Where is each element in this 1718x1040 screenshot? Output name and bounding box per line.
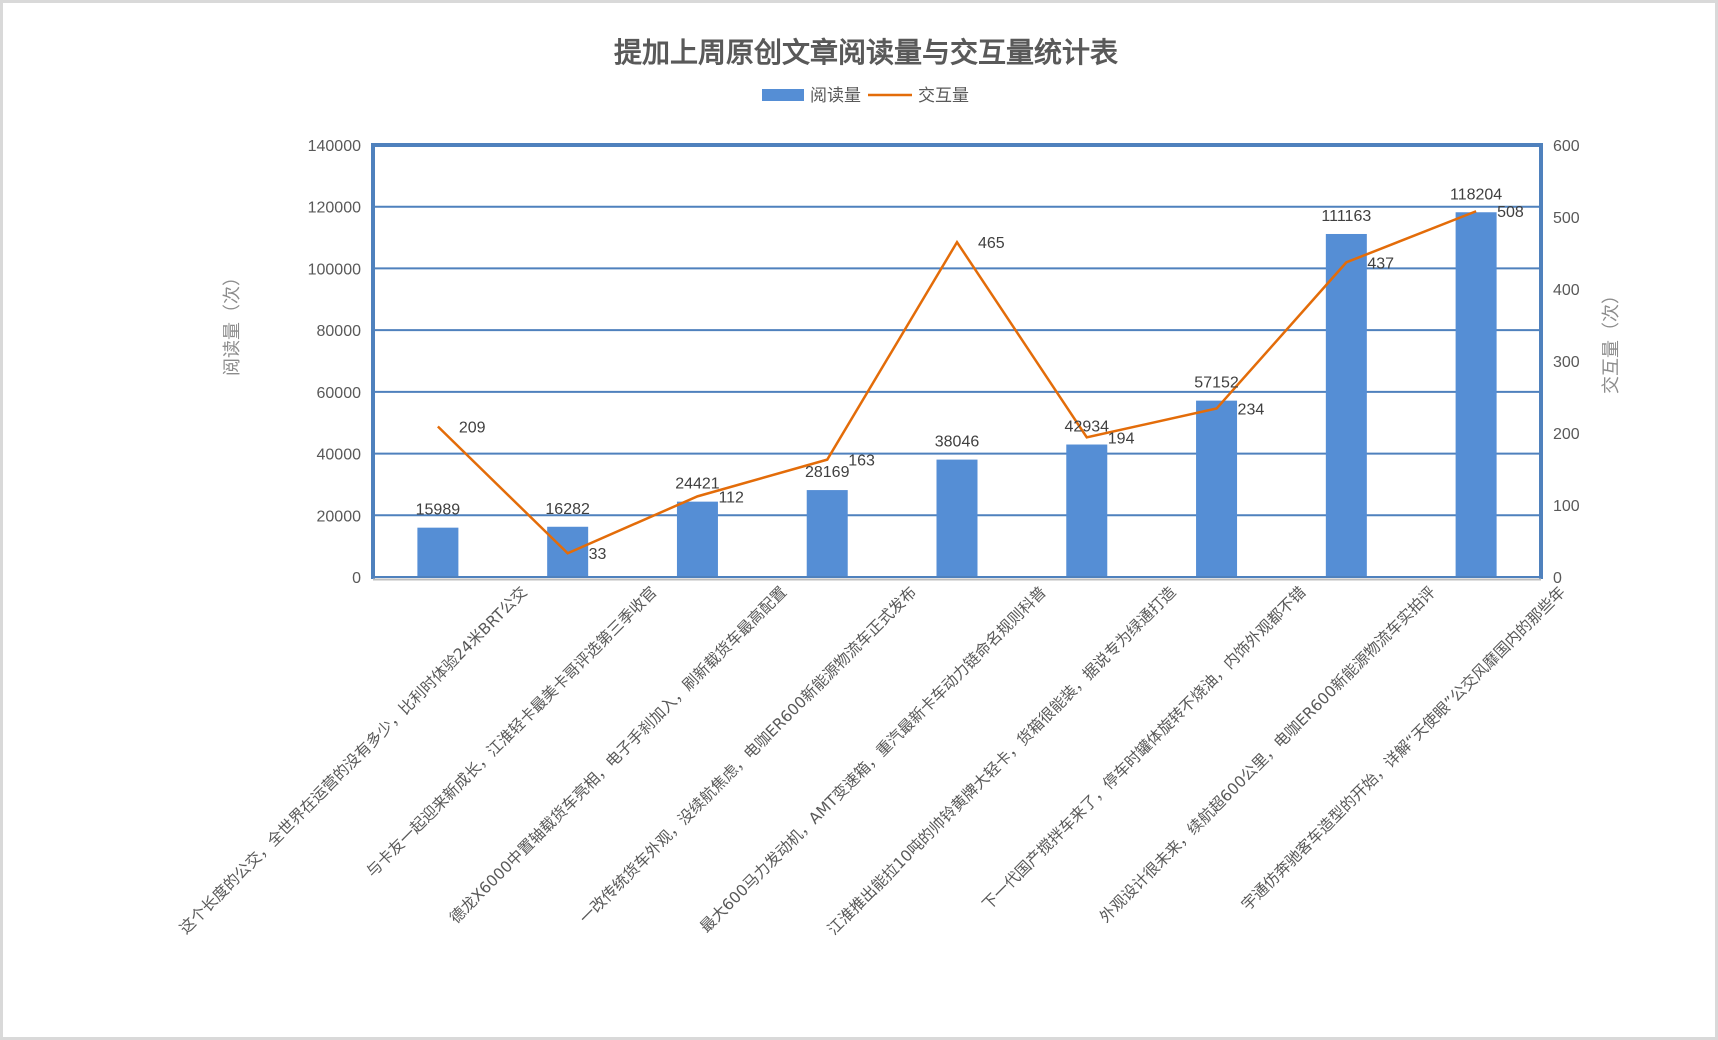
bar (417, 527, 459, 577)
bar-value-label: 118204 (1450, 186, 1502, 203)
left-tick-label: 60000 (317, 385, 362, 402)
line-value-label: 33 (589, 546, 607, 563)
right-axis-ticks: 0 100 200 300 400 500 600 (1553, 138, 1580, 587)
right-tick-label: 200 (1553, 426, 1580, 443)
data-labels: 15989 16282 24421 28169 38046 42934 57152 11116… (416, 186, 1524, 563)
right-axis-title: 交互量（次） (1601, 286, 1622, 394)
chart-title: 提加上周原创文章阅读量与交互量统计表 (614, 36, 1118, 69)
right-tick-label: 500 (1553, 210, 1580, 227)
bar-value-label: 111163 (1321, 208, 1371, 225)
bar-value-label: 16282 (545, 501, 590, 518)
legend-bar-swatch-icon (762, 89, 804, 101)
bar-value-label: 28169 (805, 464, 850, 481)
line-value-label: 194 (1108, 430, 1135, 447)
left-axis-ticks: 0 20000 40000 60000 80000 100000 120000 140000 (308, 138, 361, 587)
bar-value-label: 42934 (1065, 419, 1110, 436)
line-value-label: 209 (459, 420, 486, 437)
right-tick-label: 0 (1553, 570, 1562, 587)
line-value-label: 163 (848, 453, 875, 470)
legend-label-reads: 阅读量 (810, 86, 861, 106)
category-label: 宇通仿奔驰客车造型的开始，详解“天使眼”公交风靡国内的那些年 (1237, 582, 1569, 914)
line-value-label: 112 (718, 489, 744, 506)
bar (936, 459, 978, 577)
category-axis-labels: 这个长度的公交，全世界在运营的没有多少，比利时体验24米BRT公交与卡友一起迎来… (176, 582, 1569, 938)
bar-value-label: 15989 (416, 502, 461, 519)
line-series-interactions (437, 210, 1477, 555)
left-tick-label: 120000 (308, 200, 361, 217)
bar (1325, 233, 1367, 578)
bar-series-reads (417, 212, 1497, 578)
category-label: 与卡友一起迎来新成长，江淮轻卡最美卡哥评选第三季收官 (363, 583, 661, 881)
line-value-label: 508 (1497, 204, 1524, 221)
legend-label-interactions: 交互量 (918, 86, 969, 106)
bar-value-label: 24421 (675, 476, 720, 493)
bar-value-label: 57152 (1194, 375, 1239, 392)
interaction-line (437, 210, 1477, 555)
bar (676, 501, 718, 577)
right-tick-label: 600 (1553, 138, 1580, 155)
right-tick-label: 300 (1553, 354, 1580, 371)
line-value-label: 437 (1367, 255, 1394, 272)
bar (1066, 444, 1108, 577)
left-tick-label: 0 (352, 570, 361, 587)
bar (806, 490, 848, 577)
left-tick-label: 80000 (317, 323, 362, 340)
legend: 阅读量 交互量 (762, 86, 969, 106)
right-tick-label: 100 (1553, 498, 1580, 515)
line-value-label: 234 (1238, 402, 1265, 419)
left-tick-label: 20000 (317, 508, 362, 525)
bar (1196, 400, 1238, 577)
left-tick-label: 140000 (308, 138, 361, 155)
left-tick-label: 100000 (308, 261, 361, 278)
bar (1455, 212, 1497, 577)
plot-area-border (371, 143, 1543, 581)
left-axis-title: 阅读量（次） (222, 268, 243, 376)
right-tick-label: 400 (1553, 282, 1580, 299)
line-value-label: 465 (978, 235, 1005, 252)
bar-value-label: 38046 (935, 434, 980, 451)
left-tick-label: 40000 (317, 447, 362, 464)
